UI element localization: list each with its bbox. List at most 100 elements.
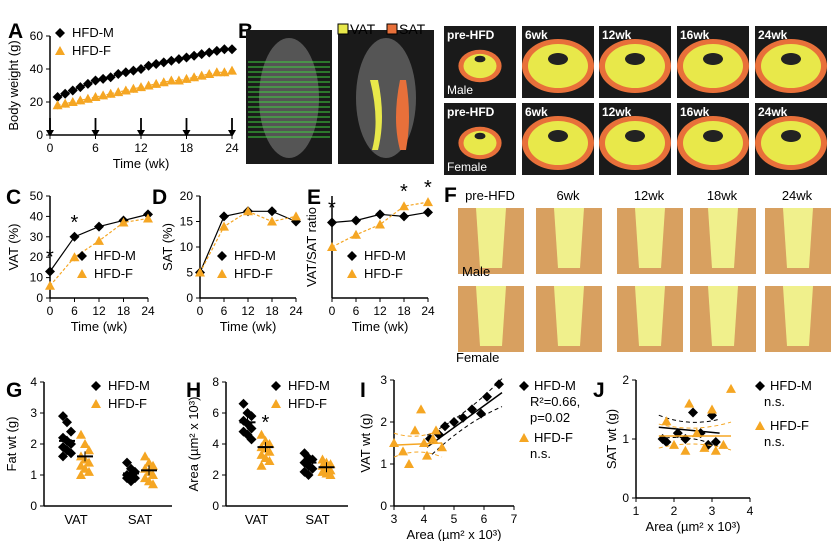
chart-G: 0 1 2 3 4 Fat wt (g) VAT SAT HFD-M HFD-F — [4, 375, 172, 527]
data-point — [204, 68, 215, 78]
data-point — [195, 267, 205, 277]
data-point — [62, 417, 72, 428]
data-point — [75, 95, 86, 105]
data-point — [143, 213, 153, 223]
y-tick-label: 50 — [30, 189, 44, 203]
data-point — [710, 436, 721, 447]
data-point — [661, 416, 672, 426]
data-point — [219, 211, 229, 222]
data-point — [173, 75, 184, 85]
vat-render — [635, 208, 665, 268]
mri-body — [259, 38, 319, 158]
y-tick-label: 15 — [180, 215, 194, 229]
panel-label-E: E — [307, 186, 321, 209]
data-point — [136, 82, 146, 92]
y-axis-label: Area (µm² x 10³) — [186, 397, 201, 492]
timepoint-label: pre-HFD — [447, 28, 495, 42]
data-point — [440, 421, 450, 432]
legend-marker — [77, 269, 87, 278]
vat-render — [708, 208, 738, 268]
vat-fill — [761, 44, 821, 88]
data-point — [389, 438, 399, 447]
panel-F-images: pre-HFD 6wk 12wk 18wk 24wk Male Female — [456, 188, 831, 365]
y-tick-label: 1 — [380, 457, 387, 471]
y-tick-label: 1 — [30, 468, 37, 482]
data-point — [143, 80, 154, 90]
x-tick-label: 4 — [421, 512, 428, 526]
x-tick-label: 18 — [117, 304, 131, 318]
y-tick-label: 20 — [30, 95, 44, 109]
data-point — [75, 82, 86, 93]
panel-label-I: I — [360, 379, 366, 402]
legend-label: HFD-M — [72, 25, 114, 40]
x-tick-label: 7 — [511, 512, 518, 526]
y-axis-label: VAT (%) — [6, 224, 21, 271]
x-tick-label: 0 — [47, 141, 54, 155]
data-point — [84, 445, 94, 455]
spine — [548, 53, 568, 65]
data-point — [94, 221, 104, 232]
data-point — [94, 235, 104, 245]
data-point — [691, 428, 702, 438]
vat-fill — [761, 121, 821, 165]
data-point — [423, 197, 433, 207]
x-axis-label: Time (wk) — [71, 319, 128, 334]
series-line-HFD-M — [199, 210, 297, 273]
y-tick-label: 60 — [30, 29, 44, 43]
data-point — [143, 60, 154, 71]
x-axis-label: Time (wk) — [113, 156, 170, 171]
data-point — [219, 44, 230, 55]
x-tick-label: 2 — [671, 504, 678, 518]
vat-fill — [528, 44, 588, 88]
significance-star: * — [71, 212, 79, 234]
y-tick-label: 0 — [30, 499, 37, 513]
data-point — [211, 45, 222, 56]
stat-text: p=0.02 — [530, 410, 570, 425]
data-point — [404, 459, 414, 468]
x-tick-label: 1 — [633, 504, 640, 518]
data-point — [428, 433, 438, 443]
legend-marker — [91, 381, 101, 391]
vat-fill — [683, 44, 743, 88]
data-point — [128, 65, 139, 76]
data-point — [126, 476, 136, 487]
confidence-band — [658, 421, 732, 429]
category-label: SAT — [305, 512, 329, 527]
vat-fill — [605, 44, 665, 88]
legend-label: HFD-M — [364, 248, 406, 263]
y-tick-label: 40 — [30, 62, 44, 76]
timepoint-label: 12wk — [602, 28, 632, 42]
data-point — [726, 383, 736, 393]
data-point — [246, 423, 257, 434]
spine — [703, 130, 723, 142]
x-axis-label: Time (wk) — [352, 319, 409, 334]
data-point — [148, 470, 158, 479]
data-point — [82, 93, 93, 103]
panel-label-F: F — [444, 184, 457, 207]
data-point — [80, 439, 90, 448]
y-tick-label: 6 — [212, 406, 219, 420]
data-point — [148, 479, 158, 489]
vat-region — [370, 80, 382, 150]
confidence-band — [658, 414, 720, 423]
data-point — [158, 77, 169, 87]
timepoint-label: 24wk — [758, 105, 788, 119]
x-tick-label: 18 — [265, 304, 279, 318]
vat-fill — [605, 121, 665, 165]
x-tick-label: 24 — [141, 304, 155, 318]
legend-label: HFD-M — [770, 378, 812, 393]
significance-star: * — [46, 246, 54, 268]
legend-label: HFD-M — [108, 378, 150, 393]
data-point — [45, 280, 55, 290]
y-axis-label: Body weight (g) — [6, 40, 21, 130]
legend-marker — [217, 269, 227, 278]
spine — [781, 130, 801, 142]
y-axis-label: VAT/SAT ratio — [304, 207, 319, 287]
data-point — [45, 266, 55, 277]
panel-label-G: G — [6, 379, 22, 402]
data-point — [66, 448, 76, 459]
vat-render — [554, 286, 584, 346]
panel-label-D: D — [152, 186, 167, 209]
legend-vat-label: VAT — [350, 21, 376, 37]
data-point — [173, 54, 184, 65]
